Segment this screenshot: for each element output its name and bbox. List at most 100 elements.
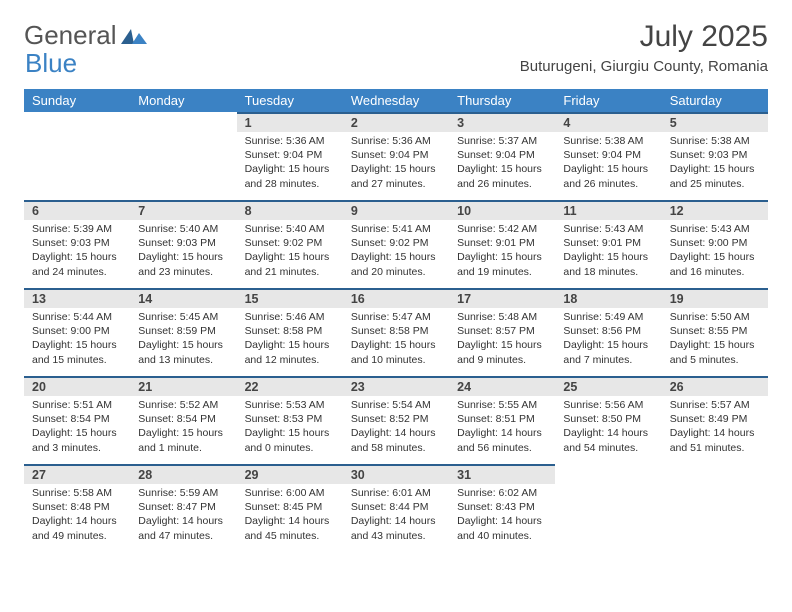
day-body: Sunrise: 5:46 AMSunset: 8:58 PMDaylight:… [237, 308, 343, 371]
daylight-line2: and 28 minutes. [245, 177, 335, 191]
sunrise: Sunrise: 5:41 AM [351, 222, 441, 236]
sunset: Sunset: 8:53 PM [245, 412, 335, 426]
sunrise: Sunrise: 6:00 AM [245, 486, 335, 500]
day-body: Sunrise: 5:38 AMSunset: 9:04 PMDaylight:… [555, 132, 661, 195]
calendar-cell: 19Sunrise: 5:50 AMSunset: 8:55 PMDayligh… [662, 288, 768, 376]
daylight-line2: and 18 minutes. [563, 265, 653, 279]
daylight-line2: and 56 minutes. [457, 441, 547, 455]
day-number: 12 [662, 200, 768, 220]
sunset: Sunset: 9:02 PM [245, 236, 335, 250]
daylight-line2: and 20 minutes. [351, 265, 441, 279]
sunrise: Sunrise: 6:01 AM [351, 486, 441, 500]
calendar-cell: 4Sunrise: 5:38 AMSunset: 9:04 PMDaylight… [555, 112, 661, 200]
day-number: 29 [237, 464, 343, 484]
day-number: 21 [130, 376, 236, 396]
day-body: Sunrise: 5:40 AMSunset: 9:02 PMDaylight:… [237, 220, 343, 283]
daylight-line2: and 5 minutes. [670, 353, 760, 367]
calendar-row: 13Sunrise: 5:44 AMSunset: 9:00 PMDayligh… [24, 288, 768, 376]
daylight-line1: Daylight: 15 hours [138, 250, 228, 264]
daylight-line2: and 45 minutes. [245, 529, 335, 543]
daylight-line2: and 54 minutes. [563, 441, 653, 455]
daylight-line2: and 1 minute. [138, 441, 228, 455]
sunset: Sunset: 9:03 PM [670, 148, 760, 162]
day-body: Sunrise: 5:43 AMSunset: 9:00 PMDaylight:… [662, 220, 768, 283]
calendar-cell: 23Sunrise: 5:54 AMSunset: 8:52 PMDayligh… [343, 376, 449, 464]
calendar-cell: 14Sunrise: 5:45 AMSunset: 8:59 PMDayligh… [130, 288, 236, 376]
sunset: Sunset: 8:44 PM [351, 500, 441, 514]
day-body: Sunrise: 5:55 AMSunset: 8:51 PMDaylight:… [449, 396, 555, 459]
daylight-line2: and 43 minutes. [351, 529, 441, 543]
day-number: 31 [449, 464, 555, 484]
header: General July 2025 Buturugeni, Giurgiu Co… [24, 20, 768, 75]
calendar-cell: 18Sunrise: 5:49 AMSunset: 8:56 PMDayligh… [555, 288, 661, 376]
calendar-cell: 12Sunrise: 5:43 AMSunset: 9:00 PMDayligh… [662, 200, 768, 288]
day-body: Sunrise: 5:40 AMSunset: 9:03 PMDaylight:… [130, 220, 236, 283]
calendar-row: 6Sunrise: 5:39 AMSunset: 9:03 PMDaylight… [24, 200, 768, 288]
sunrise: Sunrise: 5:54 AM [351, 398, 441, 412]
day-number: 27 [24, 464, 130, 484]
day-number: 18 [555, 288, 661, 308]
sunrise: Sunrise: 5:55 AM [457, 398, 547, 412]
sunset: Sunset: 9:00 PM [32, 324, 122, 338]
sunrise: Sunrise: 5:36 AM [351, 134, 441, 148]
day-number: 11 [555, 200, 661, 220]
day-number: 17 [449, 288, 555, 308]
day-body: Sunrise: 5:45 AMSunset: 8:59 PMDaylight:… [130, 308, 236, 371]
logo-text-blue: Blue [25, 48, 77, 78]
daylight-line2: and 49 minutes. [32, 529, 122, 543]
weekday-header: Monday [130, 89, 236, 112]
calendar-cell: 30 Sunrise: 6:01 AMSunset: 8:44 PMDayligh… [343, 464, 449, 552]
calendar-cell: 26Sunrise: 5:57 AMSunset: 8:49 PMDayligh… [662, 376, 768, 464]
day-body: Sunrise: 5:59 AMSunset: 8:47 PMDaylight:… [130, 484, 236, 547]
daylight-line1: Daylight: 15 hours [32, 426, 122, 440]
day-number: 24 [449, 376, 555, 396]
sunset: Sunset: 9:03 PM [138, 236, 228, 250]
daylight-line1: Daylight: 15 hours [138, 338, 228, 352]
day-number: 16 [343, 288, 449, 308]
logo-text-general: General [24, 20, 117, 51]
sunset: Sunset: 8:54 PM [138, 412, 228, 426]
daylight-line1: Daylight: 14 hours [351, 514, 441, 528]
logo-blue-wrap: Blue [27, 48, 77, 79]
calendar-cell: 16Sunrise: 5:47 AMSunset: 8:58 PMDayligh… [343, 288, 449, 376]
day-body: Sunrise: 6:00 AMSunset: 8:45 PMDaylight:… [237, 484, 343, 547]
day-number: 28 [130, 464, 236, 484]
daylight-line2: and 15 minutes. [32, 353, 122, 367]
sunset: Sunset: 9:01 PM [457, 236, 547, 250]
day-body: Sunrise: 5:41 AMSunset: 9:02 PMDaylight:… [343, 220, 449, 283]
day-number: 30 [343, 464, 449, 484]
sunrise: Sunrise: 5:38 AM [670, 134, 760, 148]
day-body: Sunrise: 5:43 AMSunset: 9:01 PMDaylight:… [555, 220, 661, 283]
sunset: Sunset: 8:57 PM [457, 324, 547, 338]
sunset: Sunset: 9:04 PM [457, 148, 547, 162]
day-number: 22 [237, 376, 343, 396]
sunrise: Sunrise: 5:44 AM [32, 310, 122, 324]
calendar-cell: 17Sunrise: 5:48 AMSunset: 8:57 PMDayligh… [449, 288, 555, 376]
daylight-line1: Daylight: 15 hours [670, 338, 760, 352]
sunset: Sunset: 8:52 PM [351, 412, 441, 426]
daylight-line1: Daylight: 15 hours [32, 250, 122, 264]
daylight-line1: Daylight: 15 hours [245, 162, 335, 176]
sunset: Sunset: 8:55 PM [670, 324, 760, 338]
daylight-line1: Daylight: 15 hours [457, 338, 547, 352]
sunrise: Sunrise: 5:40 AM [138, 222, 228, 236]
daylight-line1: Daylight: 15 hours [351, 162, 441, 176]
day-number: 5 [662, 112, 768, 132]
calendar-cell-empty [662, 464, 768, 552]
sunrise: Sunrise: 5:42 AM [457, 222, 547, 236]
daylight-line1: Daylight: 15 hours [457, 250, 547, 264]
daylight-line2: and 3 minutes. [32, 441, 122, 455]
daylight-line2: and 47 minutes. [138, 529, 228, 543]
daylight-line2: and 13 minutes. [138, 353, 228, 367]
daylight-line2: and 21 minutes. [245, 265, 335, 279]
daylight-line2: and 10 minutes. [351, 353, 441, 367]
day-body: Sunrise: 5:53 AMSunset: 8:53 PMDaylight:… [237, 396, 343, 459]
day-body: Sunrise: 5:52 AMSunset: 8:54 PMDaylight:… [130, 396, 236, 459]
daylight-line1: Daylight: 15 hours [245, 250, 335, 264]
daylight-line1: Daylight: 14 hours [457, 514, 547, 528]
daylight-line2: and 58 minutes. [351, 441, 441, 455]
location: Buturugeni, Giurgiu County, Romania [520, 58, 768, 75]
day-body: Sunrise: 5:51 AMSunset: 8:54 PMDaylight:… [24, 396, 130, 459]
daylight-line2: and 7 minutes. [563, 353, 653, 367]
day-body: Sunrise: 5:58 AMSunset: 8:48 PMDaylight:… [24, 484, 130, 547]
